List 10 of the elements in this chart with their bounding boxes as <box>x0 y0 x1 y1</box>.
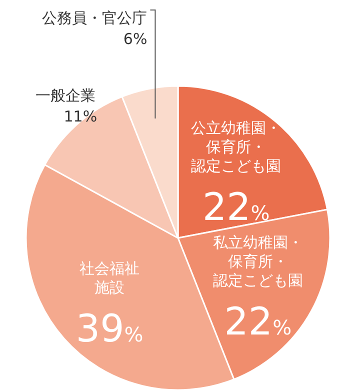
slice-label: 社会福祉施設 <box>80 259 140 296</box>
data-label: 39% <box>76 306 144 350</box>
slice-label: 私立幼稚園・保育所・認定こども園 <box>212 233 303 290</box>
data-label: 6% <box>123 30 148 48</box>
data-label: 22% <box>224 299 292 344</box>
slice-label: 一般企業 <box>35 86 96 104</box>
slice-label: 公立幼稚園・保育所・認定こども園 <box>191 119 282 176</box>
slice-label: 公務員・官公庁 <box>42 9 148 27</box>
data-label: 11% <box>64 107 98 126</box>
data-label: 22% <box>202 185 270 230</box>
